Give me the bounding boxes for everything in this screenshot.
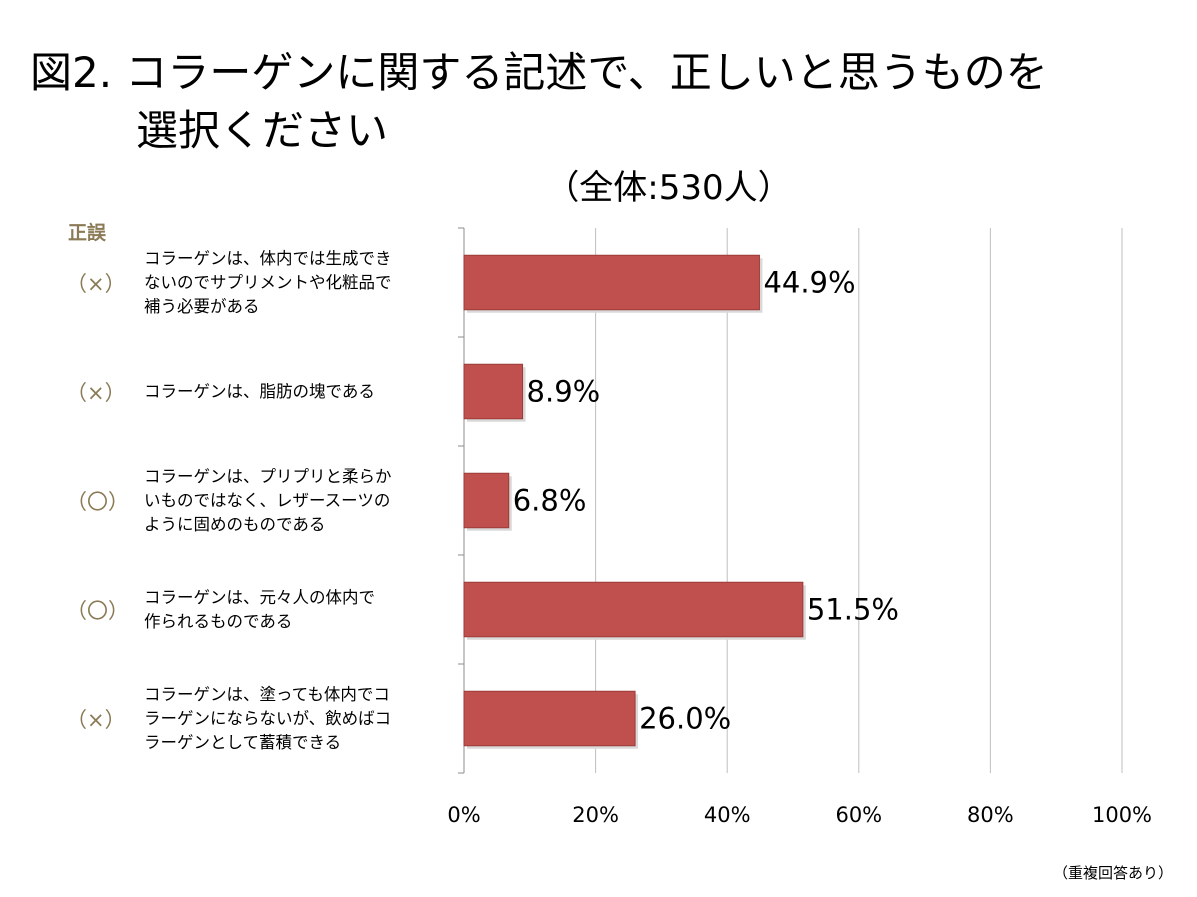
chart-title-line1: 図2. コラーゲンに関する記述で、正しいと思うものを (30, 48, 1048, 97)
category-label: コラーゲンは、脂肪の塊である (144, 380, 444, 404)
category-label-line: コラーゲンは、体内では生成でき (144, 248, 392, 268)
correctness-mark: （×） (66, 707, 126, 732)
correctness-mark: （〇） (66, 489, 129, 514)
bar (463, 690, 636, 747)
chart-title: 図2. コラーゲンに関する記述で、正しいと思うものを 選択ください (30, 44, 1048, 160)
category-label-line: 補う必要がある (144, 296, 260, 316)
category-label-line: ないのでサプリメントや化粧品で (144, 272, 392, 292)
correctness-mark: （〇） (66, 598, 129, 623)
category-label: コラーゲンは、プリプリと柔らか いものではなく、レザースーツの ように固めのものであ… (144, 465, 444, 537)
category-label: コラーゲンは、元々人の体内で 作られるものである (144, 586, 444, 634)
category-label-line: コラーゲンは、元々人の体内で (144, 587, 375, 607)
x-tick-label: 60% (835, 803, 882, 827)
data-label: 6.8% (513, 484, 587, 518)
data-label: 44.9% (763, 266, 855, 300)
bar (463, 581, 804, 638)
x-tick-label: 80% (967, 803, 1014, 827)
chart-title-line2: 選択ください (136, 106, 389, 155)
x-tick-label: 40% (704, 803, 751, 827)
data-label: 51.5% (807, 593, 899, 627)
bar (463, 472, 510, 529)
data-label: 26.0% (639, 702, 731, 736)
category-label: コラーゲンは、体内では生成でき ないのでサプリメントや化粧品で 補う必要がある (144, 247, 444, 319)
category-label-line: コラーゲンは、脂肪の塊である (144, 381, 375, 401)
bar (463, 254, 760, 311)
footnote: （重複回答あり） (1052, 864, 1173, 882)
x-tick-label: 20% (572, 803, 619, 827)
category-label-line: ラーゲンとして蓄積できる (144, 732, 342, 752)
category-label-line: いものではなく、レザースーツの (144, 490, 391, 510)
category-label-line: ように固めのものである (144, 514, 326, 534)
category-label-line: コラーゲンは、プリプリと柔らか (144, 466, 392, 486)
category-label-line: コラーゲンは、塗っても体内でコ (144, 684, 390, 704)
correctness-column-header: 正誤 (68, 222, 107, 244)
category-label-line: ラーゲンにならないが、飲めばコ (144, 708, 392, 728)
correctness-mark: （×） (66, 380, 126, 405)
chart-subtitle: （全体:530人） (545, 168, 792, 208)
category-label-line: 作られるものである (144, 611, 293, 631)
x-tick-label: 100% (1092, 803, 1152, 827)
category-label: コラーゲンは、塗っても体内でコ ラーゲンにならないが、飲めばコ ラーゲンとして蓄積で… (144, 683, 444, 755)
x-tick-label: 0% (447, 803, 480, 827)
correctness-mark: （×） (66, 271, 126, 296)
bar (463, 363, 524, 420)
data-label: 8.9% (527, 375, 601, 409)
